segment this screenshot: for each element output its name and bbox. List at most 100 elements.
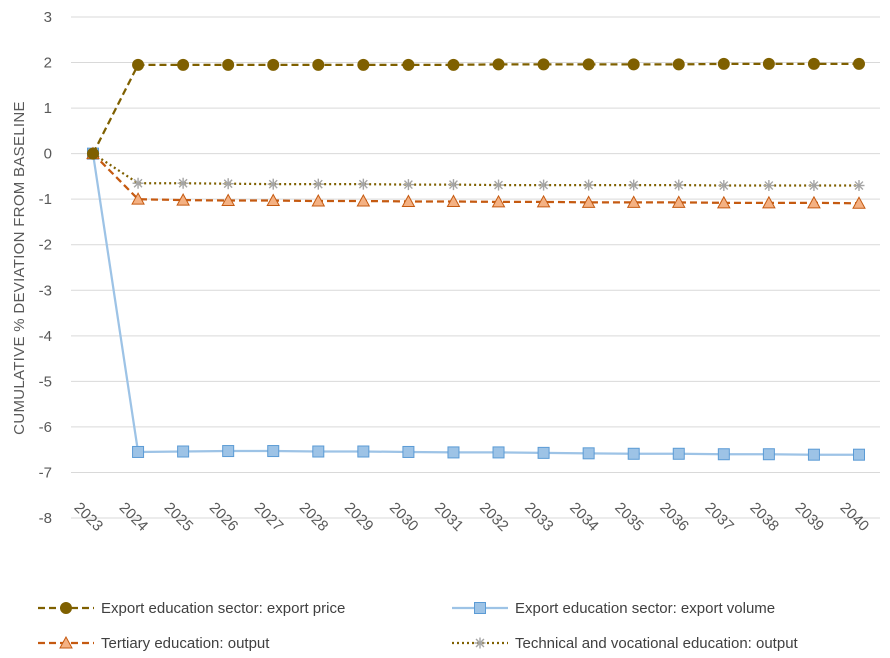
legend-label: Export education sector: export volume: [515, 600, 775, 617]
data-point: [671, 195, 686, 208]
data-point: [267, 58, 280, 71]
data-point: [853, 448, 865, 461]
x-tick-label: 2040: [837, 499, 873, 535]
gridlines: [71, 16, 880, 519]
x-tick-label: 2034: [566, 499, 602, 535]
data-point: [402, 58, 415, 71]
data-point: [132, 177, 144, 189]
x-tick-label: 2024: [116, 499, 152, 535]
y-tick-label: 3: [44, 9, 52, 26]
x-tick-label: 2028: [296, 499, 332, 535]
y-tick-label: -2: [39, 237, 52, 254]
series-line: [92, 152, 859, 187]
data-point: [537, 446, 550, 459]
data-point: [312, 445, 325, 458]
data-point: [357, 58, 370, 71]
data-point: [582, 447, 595, 460]
y-tick-label: -5: [39, 373, 52, 390]
x-tick-label: 2033: [521, 499, 557, 535]
x-tick-label: 2031: [431, 499, 467, 535]
data-point: [266, 193, 281, 207]
x-tick-label: 2027: [251, 499, 287, 535]
data-point: [87, 147, 99, 160]
x-tick-label: 2026: [206, 499, 242, 535]
y-tick-label: -7: [39, 464, 52, 481]
data-point: [131, 192, 145, 205]
data-point: [536, 194, 551, 208]
data-point: [853, 180, 865, 192]
legend-marker: [474, 637, 486, 649]
data-point: [718, 180, 730, 192]
legend-label: Tertiary education: output: [101, 635, 270, 652]
legend-item: Technical and vocational education: outp…: [452, 635, 799, 652]
y-tick-label: 2: [44, 55, 52, 72]
data-point: [853, 57, 865, 70]
data-point: [176, 193, 190, 206]
data-point: [627, 58, 640, 71]
x-tick-label: 2032: [476, 499, 512, 535]
series-line: [92, 152, 860, 205]
data-point: [852, 196, 866, 209]
data-point: [267, 178, 279, 190]
legend: Export education sector: export price Exp…: [38, 600, 799, 652]
data-point: [447, 179, 459, 191]
data-point: [628, 179, 640, 191]
data-point: [177, 58, 190, 71]
data-point: [311, 193, 326, 207]
data-point: [538, 179, 550, 191]
y-axis-ticks: 3 2 1 0 -1 -2 -3 -4 -5 -6 -7 -8: [39, 9, 52, 527]
data-point: [717, 448, 730, 461]
legend-item: Tertiary education: output: [38, 635, 270, 652]
data-point: [401, 194, 416, 207]
data-point: [762, 57, 775, 70]
data-point: [537, 58, 550, 71]
data-point: [672, 58, 685, 71]
y-tick-label: 1: [44, 100, 52, 117]
y-tick-label: -1: [39, 191, 52, 208]
x-tick-label: 2023: [71, 499, 107, 535]
x-tick-label: 2025: [161, 499, 197, 535]
data-point: [716, 195, 731, 209]
x-tick-label: 2037: [701, 499, 737, 535]
x-axis-ticks: 2023 2024 2025 2026 2027 2028 2029 2030 2031 2032…: [71, 499, 873, 535]
legend-item: Export education sector: export price: [38, 600, 345, 617]
data-point: [717, 57, 730, 70]
x-tick-label: 2036: [656, 499, 692, 535]
series-4: [87, 148, 865, 192]
data-point: [356, 193, 371, 207]
series-group: [86, 57, 866, 461]
y-axis-title: CUMULATIVE % DEVIATION FROM BASELINE: [11, 101, 28, 435]
legend-marker: [474, 602, 486, 614]
data-point: [402, 179, 414, 191]
series-1: [87, 57, 865, 160]
data-point: [222, 58, 235, 71]
data-point: [177, 177, 189, 189]
legend-item: Export education sector: export volume: [452, 600, 775, 617]
data-point: [221, 193, 236, 207]
data-point: [763, 180, 775, 192]
data-point: [446, 194, 461, 207]
data-point: [312, 58, 325, 71]
x-tick-label: 2038: [746, 499, 782, 535]
data-point: [493, 179, 505, 191]
data-point: [312, 178, 324, 190]
data-point: [492, 446, 505, 459]
x-tick-label: 2029: [341, 499, 377, 535]
x-tick-label: 2039: [792, 499, 828, 535]
series-line: [91, 62, 859, 155]
data-point: [627, 447, 640, 460]
x-tick-label: 2030: [386, 499, 422, 535]
data-point: [807, 195, 821, 209]
data-point: [581, 195, 596, 208]
data-point: [222, 178, 234, 190]
data-point: [132, 445, 145, 458]
data-point: [583, 179, 595, 191]
data-point: [132, 58, 145, 71]
data-point: [222, 445, 235, 458]
series-line: [91, 153, 859, 456]
data-point: [762, 195, 776, 209]
data-point: [491, 194, 506, 208]
x-tick-label: 2035: [611, 499, 647, 535]
legend-label: Export education sector: export price: [101, 600, 345, 617]
